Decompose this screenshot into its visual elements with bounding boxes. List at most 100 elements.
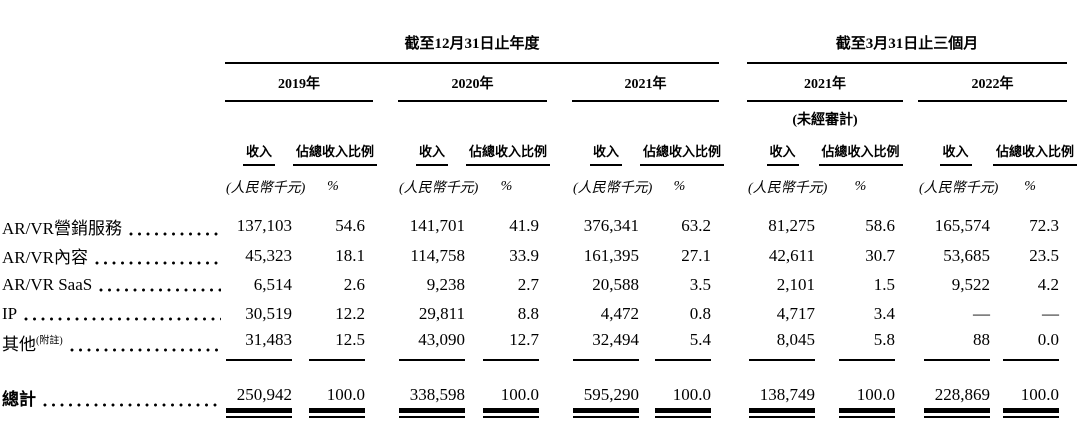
revenue-value: 43,090 bbox=[398, 328, 466, 368]
dot-leader bbox=[99, 286, 221, 293]
footnote-marker: (附註) bbox=[36, 335, 63, 347]
revenue-unit-label: (人民幣千元) bbox=[226, 180, 306, 196]
column-gap bbox=[1067, 328, 1080, 368]
revenue-unit-label: (人民幣千元) bbox=[399, 180, 479, 196]
row-label-text: AR/VR SaaS bbox=[2, 274, 93, 294]
column-gap bbox=[547, 241, 572, 270]
total-row: 總計 250,942 100.0 338,598 100.0 595,290 100.0 13… bbox=[0, 368, 1080, 442]
share-value: 100.0 bbox=[993, 368, 1067, 442]
share-unit-label: % bbox=[673, 178, 686, 194]
share-value: 2.6 bbox=[343, 274, 365, 294]
revenue-value: 165,574 bbox=[934, 216, 991, 235]
revenue-value: — bbox=[973, 303, 991, 323]
share-column-header: 佔總收入比例 bbox=[993, 131, 1078, 166]
label-spacer bbox=[0, 131, 225, 166]
revenue-value: 137,103 bbox=[236, 216, 292, 235]
share-value: 12.5 bbox=[293, 328, 373, 368]
label-spacer bbox=[0, 63, 225, 101]
column-gap bbox=[719, 63, 747, 101]
share-value: 23.5 bbox=[1029, 245, 1060, 265]
revenue-column-header: 收入 bbox=[225, 131, 293, 166]
unaudited-note-row: (未經審計) bbox=[0, 101, 1080, 131]
share-value: 30.7 bbox=[865, 245, 896, 265]
share-value: 54.6 bbox=[335, 216, 365, 235]
unaudited-note: (未經審計) bbox=[792, 113, 858, 128]
row-label-text: 總計 bbox=[2, 390, 36, 409]
revenue-column-header: 收入 bbox=[918, 131, 993, 166]
year-header-2021: 2021年 bbox=[572, 63, 720, 102]
share-value: 41.9 bbox=[509, 216, 539, 235]
year-header-2020: 2020年 bbox=[398, 63, 547, 102]
column-gap bbox=[1067, 368, 1080, 442]
row-label-text: AR/VR內容 bbox=[2, 248, 88, 267]
row-label: 總計 bbox=[0, 368, 225, 442]
row-label: 其他(附註) bbox=[0, 328, 225, 368]
label-spacer bbox=[0, 166, 225, 204]
column-gap bbox=[547, 299, 572, 328]
revenue-value: 138,749 bbox=[747, 368, 818, 442]
column-gap bbox=[547, 328, 572, 368]
column-gap bbox=[547, 131, 572, 166]
share-value: 33.9 bbox=[509, 245, 539, 265]
column-gap bbox=[719, 0, 747, 63]
revenue-value: 81,275 bbox=[768, 216, 816, 235]
column-gap bbox=[903, 368, 918, 442]
revenue-column-header: 收入 bbox=[398, 131, 466, 166]
share-column-header: 佔總收入比例 bbox=[818, 131, 903, 166]
column-gap bbox=[1067, 204, 1080, 241]
share-unit-label: % bbox=[327, 178, 339, 194]
share-value: 100.0 bbox=[293, 368, 373, 442]
share-value: 18.1 bbox=[335, 245, 365, 265]
column-gap bbox=[373, 204, 398, 241]
share-value: 72.3 bbox=[1029, 216, 1060, 235]
table-row: AR/VR SaaS 6,514 2.6 9,238 2.7 20,588 3.5 2,101… bbox=[0, 270, 1080, 299]
column-gap bbox=[1067, 270, 1080, 299]
share-column-header: 佔總收入比例 bbox=[466, 131, 551, 166]
column-gap bbox=[719, 270, 747, 299]
row-label: AR/VR SaaS bbox=[0, 270, 225, 299]
column-gap bbox=[547, 368, 572, 442]
column-gap bbox=[1067, 241, 1080, 270]
table-row: AR/VR營銷服務 137,103 54.6 141,701 41.9 376,341 63… bbox=[0, 204, 1080, 241]
share-value: 3.5 bbox=[689, 274, 712, 294]
column-gap bbox=[719, 204, 747, 241]
row-label-text: AR/VR營銷服務 bbox=[2, 218, 122, 238]
column-gap bbox=[719, 299, 747, 328]
column-gap bbox=[903, 241, 918, 270]
share-value: — bbox=[1042, 303, 1060, 323]
revenue-value: 114,758 bbox=[410, 245, 465, 265]
dot-leader bbox=[69, 347, 221, 353]
column-gap bbox=[903, 204, 918, 241]
column-gap bbox=[547, 63, 572, 101]
revenue-value: 141,701 bbox=[409, 216, 465, 235]
row-label: AR/VR內容 bbox=[0, 241, 225, 270]
revenue-value: 31,483 bbox=[225, 328, 293, 368]
dot-leader bbox=[43, 402, 221, 408]
share-value: 0.8 bbox=[689, 303, 712, 323]
revenue-value: 250,942 bbox=[225, 368, 293, 442]
year-header-2019: 2019年 bbox=[225, 63, 373, 102]
quarterly-period-header: 截至3月31日止三個月 bbox=[747, 0, 1068, 64]
row-label: AR/VR營銷服務 bbox=[0, 204, 225, 241]
column-gap bbox=[1067, 0, 1080, 63]
revenue-value: 20,588 bbox=[592, 274, 639, 294]
revenue-unit-label: (人民幣千元) bbox=[748, 180, 828, 196]
share-value: 1.5 bbox=[873, 274, 896, 294]
revenue-value: 9,522 bbox=[951, 274, 991, 294]
revenue-unit-label: (人民幣千元) bbox=[919, 180, 999, 196]
dot-leader bbox=[24, 315, 221, 322]
column-gap bbox=[373, 299, 398, 328]
share-value: 4.2 bbox=[1037, 274, 1060, 294]
revenue-value: 53,685 bbox=[943, 245, 991, 265]
share-unit-label: % bbox=[500, 178, 513, 194]
dot-leader bbox=[128, 230, 221, 237]
column-gap bbox=[903, 299, 918, 328]
revenue-value: 29,811 bbox=[418, 303, 465, 323]
column-gap bbox=[903, 131, 918, 166]
share-value: 12.2 bbox=[335, 303, 365, 323]
table-row: AR/VR內容 45,323 18.1 114,758 33.9 161,395 27.1 4… bbox=[0, 241, 1080, 270]
table-row: IP 30,519 12.2 29,811 8.8 4,472 0.8 4,717 3.4 — — bbox=[0, 299, 1080, 328]
column-gap bbox=[547, 166, 572, 204]
column-gap bbox=[719, 328, 747, 368]
